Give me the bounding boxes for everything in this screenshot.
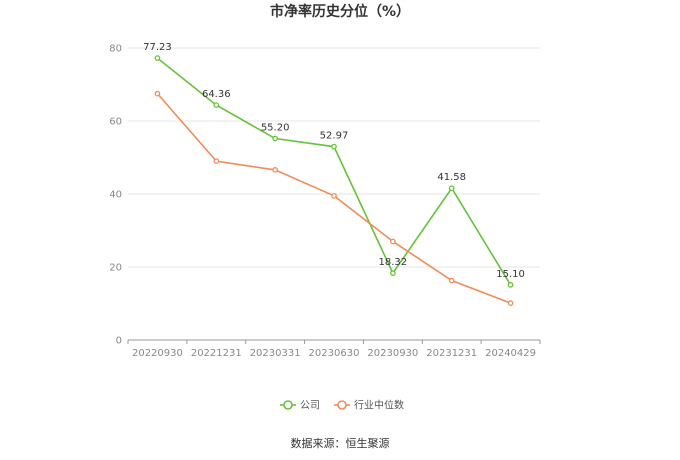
data-point[interactable]	[154, 55, 161, 61]
data-label: 15.10	[496, 269, 525, 280]
x-tick-label: 20231231	[426, 348, 477, 359]
data-point[interactable]	[507, 300, 514, 306]
x-tick-label: 20230630	[309, 348, 360, 359]
x-tick-label: 20230930	[367, 348, 418, 359]
series-layer	[154, 55, 514, 306]
data-point[interactable]	[213, 102, 220, 108]
axis-layer: 0 20 40 60 80 20220930 20221231 20230331 2023063…	[109, 44, 541, 359]
data-point[interactable]	[448, 185, 455, 192]
legend-label: 行业中位数	[354, 399, 404, 412]
data-point[interactable]	[272, 135, 278, 142]
legend[interactable]: 公司 行业中位数	[280, 399, 404, 412]
legend-label: 公司	[300, 401, 320, 412]
y-tick-label: 80	[109, 44, 122, 55]
data-label: 64.36	[202, 89, 231, 100]
data-source: 数据来源：恒生聚源	[291, 436, 390, 450]
y-tick-label: 20	[109, 263, 122, 274]
data-point[interactable]	[213, 158, 220, 164]
data-point[interactable]	[390, 238, 396, 245]
x-tick-label: 20221231	[191, 348, 242, 359]
y-tick-label: 40	[109, 190, 122, 201]
data-label: 77.23	[143, 42, 172, 53]
data-point[interactable]	[390, 270, 396, 276]
x-tick-label: 20240429	[485, 348, 536, 359]
y-tick-label: 60	[109, 117, 122, 128]
chart-title: 市净率历史分位（%）	[270, 3, 410, 20]
data-point[interactable]	[448, 277, 455, 284]
data-label: 41.58	[437, 172, 466, 183]
legend-item[interactable]: 公司	[280, 400, 320, 412]
x-tick-label: 20220930	[132, 348, 183, 359]
data-label: 18.32	[379, 257, 408, 268]
x-tick-label: 20230331	[250, 348, 301, 359]
data-point[interactable]	[331, 192, 337, 199]
data-point[interactable]	[272, 167, 278, 173]
legend-swatch-marker	[283, 400, 293, 410]
legend-swatch-marker	[337, 400, 347, 410]
data-point[interactable]	[331, 143, 337, 150]
grid-layer	[128, 47, 540, 268]
data-label-layer: 77.23 64.36 55.20 52.97 18.32 41.58 15.10	[143, 42, 525, 280]
data-label: 55.20	[261, 123, 290, 134]
legend-item[interactable]: 行业中位数	[334, 399, 404, 412]
data-point[interactable]	[507, 282, 514, 288]
data-point[interactable]	[154, 90, 161, 97]
y-tick-label: 0	[116, 336, 122, 347]
data-label: 52.97	[320, 131, 349, 142]
